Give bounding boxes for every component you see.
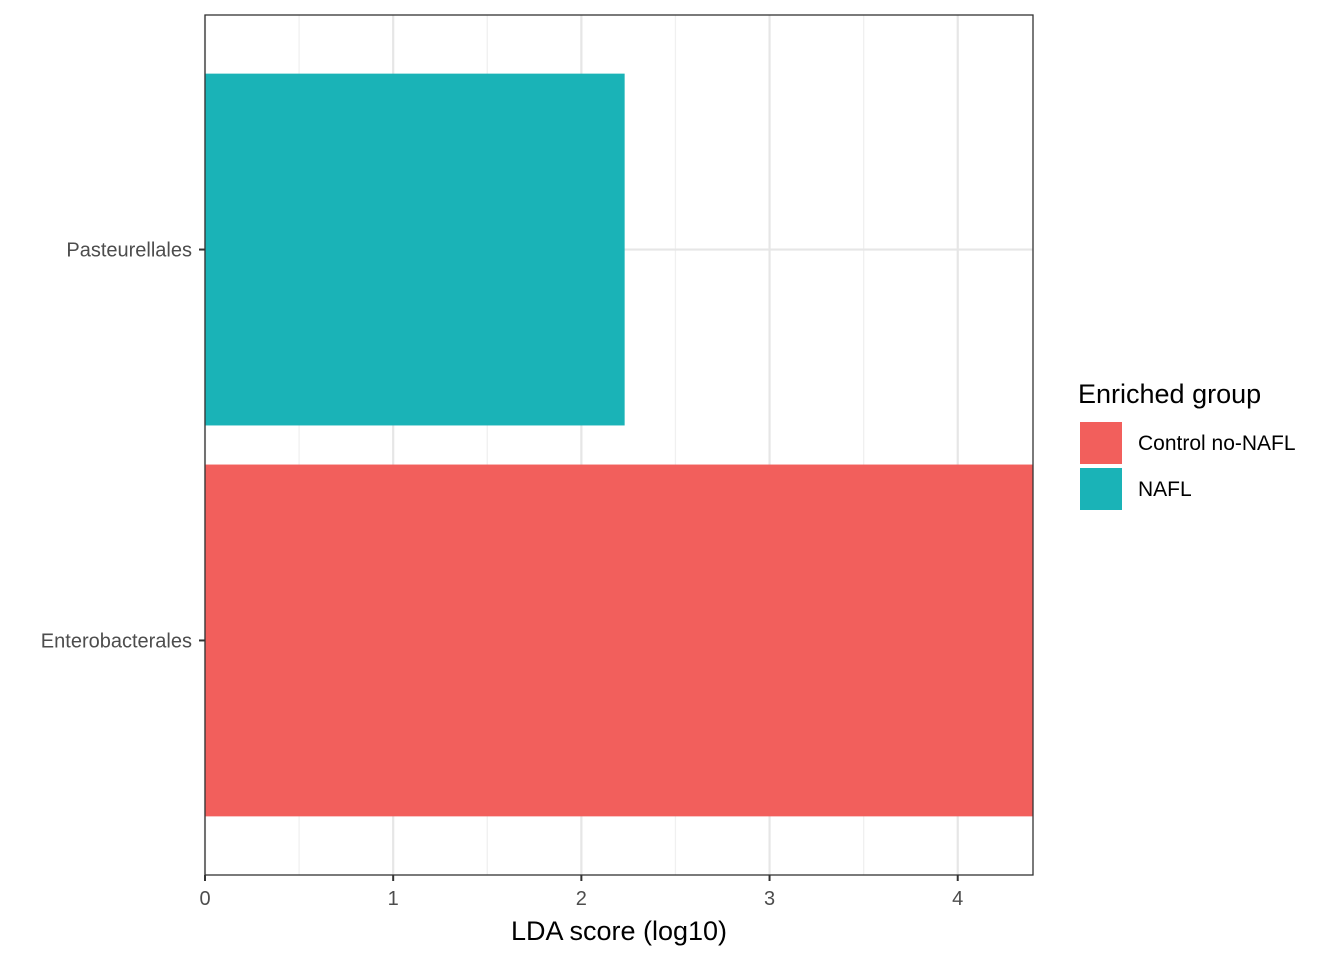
bars	[205, 73, 1033, 817]
legend-label: Control no-NAFL	[1138, 432, 1296, 455]
bar-pasteurellales	[205, 73, 625, 426]
legend-label: NAFL	[1138, 478, 1192, 501]
x-tick-label: 3	[764, 888, 775, 910]
bar-enterobacterales	[205, 464, 1033, 817]
y-tick-label: Enterobacterales	[41, 630, 192, 652]
legend: Enriched group Control no-NAFL NAFL	[1078, 379, 1296, 510]
legend-key	[1080, 422, 1122, 464]
x-axis-title: LDA score (log10)	[511, 916, 727, 946]
y-tick-label: Pasteurellales	[66, 240, 192, 262]
x-tick-label: 1	[388, 888, 399, 910]
y-axis: Pasteurellales Enterobacterales	[41, 240, 205, 652]
x-tick-label: 2	[576, 888, 587, 910]
x-tick-label: 4	[952, 888, 963, 910]
x-tick-label: 0	[199, 888, 210, 910]
legend-title: Enriched group	[1078, 379, 1261, 409]
x-axis: 0 1 2 3 4	[199, 875, 963, 910]
legend-key	[1080, 468, 1122, 510]
plot-border	[204, 14, 1034, 876]
